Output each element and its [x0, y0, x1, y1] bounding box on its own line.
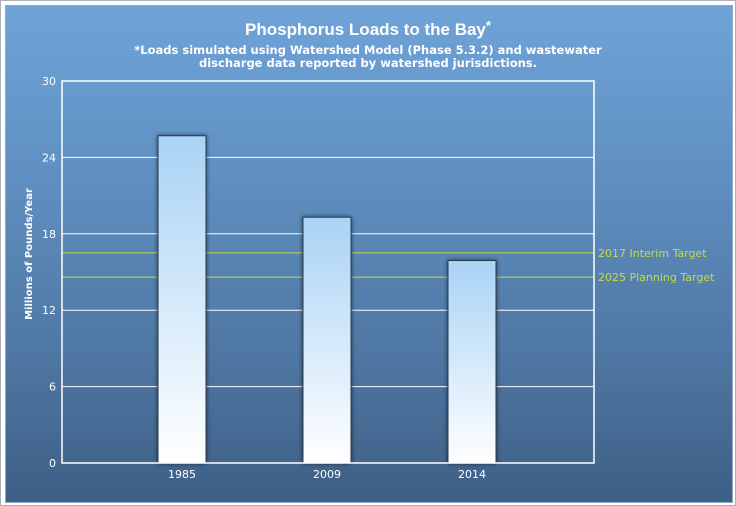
bar-2009 [302, 216, 352, 464]
y-axis-label: Millions of Pounds/Year [24, 188, 35, 320]
reference-labels: 2017 Interim Target 2025 Planning Target [598, 247, 715, 284]
chart-subtitle-line-1: *Loads simulated using Watershed Model (… [134, 43, 602, 57]
y-tick-label: 6 [49, 381, 56, 394]
bar-1985 [157, 135, 207, 464]
y-tick-label: 18 [42, 228, 56, 241]
bars [157, 135, 497, 464]
plot-area-border [61, 80, 595, 464]
reference-label-1: 2017 Interim Target [598, 247, 707, 260]
chart-subtitle-line-2: discharge data reported by watershed jur… [199, 56, 537, 70]
y-tick-label: 30 [42, 75, 56, 88]
y-tick-label: 24 [42, 151, 56, 164]
reference-label-2: 2025 Planning Target [598, 271, 715, 284]
chart-panel [5, 5, 733, 503]
y-axis-ticks: 0 6 12 18 24 30 [42, 75, 56, 470]
x-tick-label-2014: 2014 [458, 468, 486, 481]
title-marker: * [486, 18, 492, 33]
bar-2014 [447, 260, 497, 464]
x-axis-ticks: 1985 2009 2014 [168, 468, 486, 481]
x-tick-label-2009: 2009 [313, 468, 341, 481]
y-tick-label: 12 [42, 304, 56, 317]
y-tick-label: 0 [49, 457, 56, 470]
x-tick-label-1985: 1985 [168, 468, 196, 481]
chart-title: Phosphorus Loads to the Bay* [245, 18, 492, 39]
